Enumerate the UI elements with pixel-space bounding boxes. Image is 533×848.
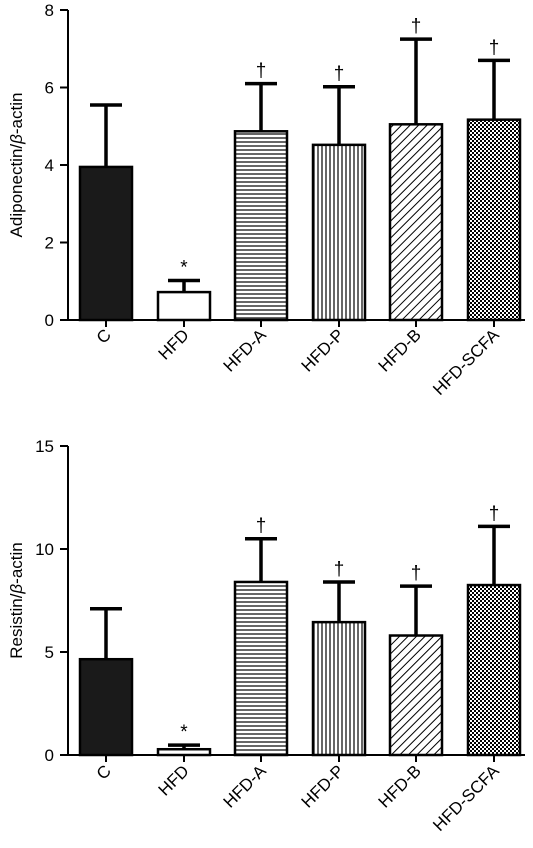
bar-hfd-p xyxy=(311,620,367,757)
y-axis-title-italic: β xyxy=(7,584,26,595)
significance-mark: † xyxy=(256,61,267,82)
significance-mark: † xyxy=(256,516,267,537)
y-axis-title: Resistin/β-actin xyxy=(7,542,26,658)
x-tick-label: HFD xyxy=(155,761,193,799)
significance-mark: † xyxy=(334,559,345,580)
adiponectin-chart: 0 2 4 6 8 Adiponectin/β-actin C * HFD † HFD-A † HFD-… xyxy=(7,1,525,399)
x-tick-label: HFD xyxy=(155,325,193,363)
y-tick-label: 10 xyxy=(35,540,54,559)
y-axis-title: Adiponectin/β-actin xyxy=(7,93,26,238)
y-tick-label: 15 xyxy=(35,437,54,456)
bar-hfd-a xyxy=(233,130,289,322)
y-tick-label: 4 xyxy=(45,156,54,175)
y-axis-title-italic: β xyxy=(7,134,26,145)
significance-mark: † xyxy=(489,37,500,58)
y-tick-label: 5 xyxy=(45,643,54,662)
x-tick-label: HFD-SCFA xyxy=(429,761,503,835)
x-tick-label: HFD-P xyxy=(298,761,348,811)
y-axis-title-tail: -actin xyxy=(7,542,26,584)
significance-mark: † xyxy=(411,563,422,584)
x-tick-label: HFD-A xyxy=(220,761,271,812)
x-tick-label: C xyxy=(93,325,115,347)
x-tick-label: HFD-B xyxy=(375,325,425,375)
x-tick-label: HFD-B xyxy=(375,761,425,811)
y-tick-label: 0 xyxy=(45,311,54,330)
significance-mark: * xyxy=(180,722,188,743)
bar-hfd-p xyxy=(311,143,367,322)
bar-hfd-b xyxy=(388,123,444,322)
bar-hfd-scfa xyxy=(466,583,522,757)
y-tick-label: 8 xyxy=(45,1,54,20)
bar-hfd xyxy=(156,290,212,322)
bar-c xyxy=(78,165,134,322)
bar-hfd-b xyxy=(388,634,444,757)
y-tick-label: 0 xyxy=(45,746,54,765)
x-tick-label: HFD-SCFA xyxy=(429,325,503,399)
x-tick-label: C xyxy=(93,761,115,783)
bar-hfd-scfa xyxy=(466,118,522,322)
y-axis-title-main: Adiponectin/ xyxy=(7,144,26,238)
y-axis-title-tail: -actin xyxy=(7,93,26,135)
bar-hfd-a xyxy=(233,580,289,757)
significance-mark: * xyxy=(180,257,188,278)
significance-mark: † xyxy=(334,64,345,85)
significance-mark: † xyxy=(411,16,422,37)
significance-mark: † xyxy=(489,503,500,524)
bar-c xyxy=(78,657,134,757)
x-tick-label: HFD-A xyxy=(220,325,271,376)
y-tick-label: 2 xyxy=(45,234,54,253)
y-tick-label: 6 xyxy=(45,79,54,98)
bar-hfd xyxy=(156,747,212,757)
resistin-chart: 0 5 10 15 Resistin/β-actin C * HFD † HFD-A † HFD-P †… xyxy=(7,437,525,835)
x-tick-label: HFD-P xyxy=(298,325,348,375)
y-axis-title-main: Resistin/ xyxy=(7,593,26,658)
